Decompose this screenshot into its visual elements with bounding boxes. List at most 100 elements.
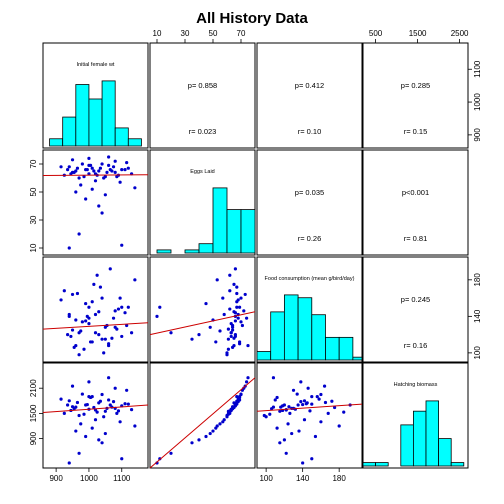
scatter-point-3-2-39 (286, 422, 290, 426)
scatter-point-3-0-48 (87, 380, 91, 384)
scatter-point-2-1-16 (226, 347, 230, 351)
scatter-point-2-1-20 (228, 307, 232, 311)
panel-frame-2-0 (42, 256, 149, 363)
x-axis-tick-label-0-1100: 1100 (113, 474, 131, 483)
scatter-point-3-1-44 (215, 424, 219, 428)
scatter-point-2-0-8 (120, 334, 124, 339)
panel-frame-1-3 (362, 149, 469, 256)
scatter-point-3-1-43 (208, 431, 212, 436)
scatter-point-2-0-36 (69, 334, 73, 339)
correlation-p-1-3: p<0.001 (402, 188, 429, 197)
histogram-bar-2-1 (270, 311, 285, 361)
scatter-point-3-0-42 (74, 429, 78, 433)
scatter-point-2-1-37 (233, 267, 237, 271)
variable-label-0: Initial female wt (77, 62, 115, 68)
scatter-point-2-1-15 (239, 296, 243, 300)
scatter-point-2-0-1 (93, 331, 98, 335)
scatter-point-1-0-19 (66, 168, 70, 172)
histogram-bar-2-6 (338, 336, 354, 361)
scatter-point-2-0-44 (133, 278, 137, 282)
scatter-point-3-2-54 (310, 457, 314, 461)
scatter-point-3-0-17 (111, 400, 116, 404)
x-axis-tick-label-1-10: 10 (153, 29, 162, 38)
scatter-point-3-1-39 (218, 422, 222, 426)
histogram-bar-1-5 (226, 209, 242, 254)
scatter-point-3-2-38 (302, 418, 307, 422)
scatter-point-3-2-35 (310, 395, 314, 399)
scatter-point-1-0-54 (120, 243, 124, 247)
fit-line-1-0 (42, 174, 149, 176)
scatter-point-1-0-17 (111, 165, 116, 169)
scatter-point-2-0-27 (59, 298, 63, 302)
scatter-point-3-0-32 (72, 407, 76, 411)
histogram-bar-2-0 (256, 351, 272, 361)
scatter-point-1-0-43 (103, 193, 107, 197)
scatter-point-2-0-37 (108, 267, 112, 271)
scatter-point-3-0-41 (90, 426, 94, 430)
scatter-point-1-0-38 (93, 179, 98, 183)
variable-label-1: Eggs Laid (190, 169, 214, 175)
scatter-point-1-0-6 (90, 166, 94, 170)
scatter-point-3-0-27 (59, 397, 63, 401)
scatter-point-2-0-50 (107, 343, 111, 348)
panel-frame-3-3 (362, 362, 469, 469)
scatter-point-3-2-47 (306, 386, 310, 390)
histogram-bar-2-4 (311, 314, 326, 361)
scatter-point-3-0-25 (85, 402, 89, 407)
scatter-point-2-1-18 (232, 282, 236, 286)
scatter-point-1-0-40 (118, 180, 122, 184)
scatter-point-3-1-35 (238, 395, 242, 399)
y-axis-tick-label-right-2-180: 180 (473, 273, 482, 287)
histogram-bar-1-0 (156, 249, 172, 254)
scatter-point-1-0-53 (77, 232, 81, 236)
x-axis-tick-label-1-70: 70 (237, 29, 246, 38)
scatter-point-2-0-16 (82, 347, 86, 351)
scatter-point-1-0-13 (126, 166, 130, 170)
scatter-point-2-1-26 (225, 351, 229, 355)
scatter-point-3-0-20 (116, 409, 121, 413)
x-axis-tick-label-2-180: 180 (332, 474, 346, 483)
panel-frame-1-0 (42, 149, 149, 256)
scatter-point-3-0-11 (107, 398, 111, 402)
scatter-point-3-2-53 (284, 451, 288, 455)
scatter-point-1-0-4 (67, 165, 71, 169)
correlation-r-2-3: r= 0.16 (404, 341, 428, 350)
correlation-r-0-2: r= 0.10 (298, 127, 322, 136)
scatter-point-3-2-3 (278, 409, 282, 413)
scatter-point-1-0-47 (113, 159, 117, 163)
scatter-point-2-0-33 (98, 285, 103, 289)
scatter-point-3-0-46 (97, 438, 101, 442)
correlation-p-1-2: p= 0.035 (295, 188, 324, 197)
y-axis-tick-label-right-0-1000: 1000 (473, 93, 482, 111)
scatter-point-2-1-21 (238, 340, 242, 344)
scatter-point-3-0-10 (62, 411, 66, 415)
scatter-point-2-1-27 (236, 298, 240, 302)
scatter-point-3-2-55 (301, 461, 305, 465)
scatter-point-2-0-54 (120, 305, 124, 309)
scatter-point-3-2-17 (299, 400, 303, 404)
scatter-point-3-2-44 (337, 424, 341, 428)
scatter-point-2-1-46 (197, 333, 201, 337)
scatter-point-2-1-17 (236, 316, 240, 320)
scatter-point-3-2-6 (315, 395, 319, 399)
scatter-point-2-1-14 (231, 328, 235, 332)
scatter-point-2-1-39 (218, 329, 222, 333)
scatter-point-2-0-32 (72, 345, 76, 349)
scatter-point-1-0-50 (107, 155, 111, 159)
scatter-point-2-0-19 (66, 333, 70, 337)
x-axis-tick-label-2-140: 140 (296, 474, 310, 483)
correlation-r-0-1: r= 0.023 (189, 127, 217, 136)
scatter-point-2-1-32 (231, 345, 235, 349)
correlation-r-1-2: r= 0.26 (298, 234, 322, 243)
scatter-point-3-2-49 (322, 384, 327, 388)
scatter-point-3-2-43 (290, 431, 294, 436)
scatter-point-3-0-7 (77, 413, 81, 418)
y-axis-tick-label-right-2-100: 100 (473, 346, 482, 360)
scatter-point-2-0-31 (123, 311, 127, 315)
scatter-point-2-0-26 (102, 351, 106, 355)
scatter-point-2-1-10 (228, 289, 232, 293)
scatter-point-2-1-22 (231, 323, 235, 328)
scatter-point-2-0-9 (97, 310, 101, 314)
scatter-point-1-0-45 (84, 197, 88, 201)
scatter-point-2-0-51 (125, 323, 129, 328)
